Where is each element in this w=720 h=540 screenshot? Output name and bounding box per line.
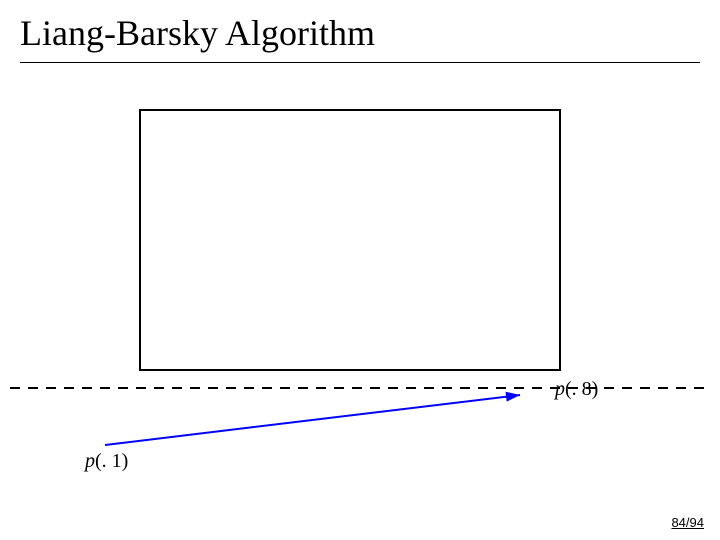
clip-rectangle: [140, 110, 560, 370]
label-p-0-8: p(. 8): [555, 378, 598, 401]
label-p-0-8-arg: (. 8): [565, 378, 598, 400]
param-line: [105, 395, 520, 445]
label-p-0-1-arg: (. 1): [95, 450, 128, 472]
label-p-0-1: p(. 1): [85, 450, 128, 473]
page-number: 84/94: [671, 515, 704, 530]
param-line-arrowhead: [506, 392, 520, 402]
label-p-0-1-var: p: [85, 450, 95, 472]
label-p-0-8-var: p: [555, 378, 565, 400]
